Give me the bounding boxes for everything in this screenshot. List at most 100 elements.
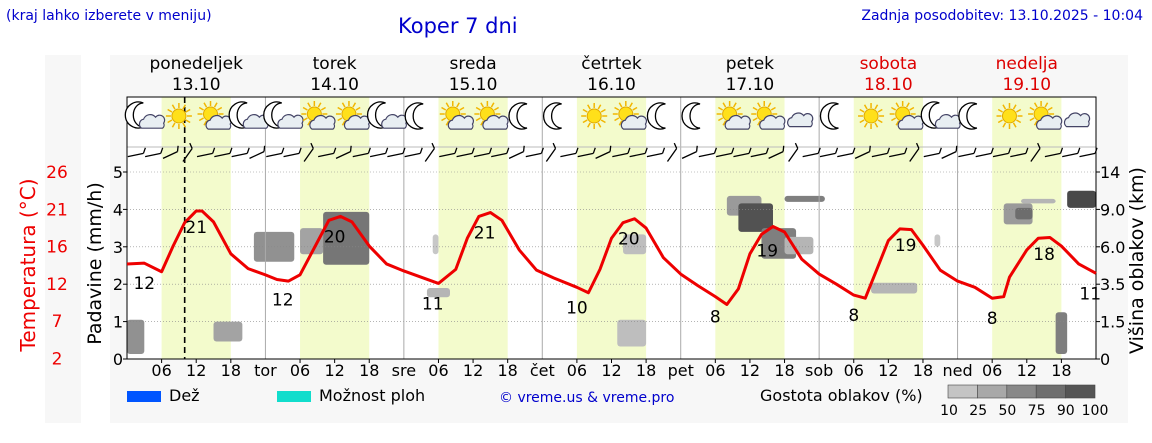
wind-barb-37 bbox=[750, 147, 769, 158]
wind-barb-30 bbox=[629, 147, 648, 158]
hour-tick-d2-06: 06 bbox=[290, 361, 310, 380]
weather-icon-16-moon bbox=[646, 102, 666, 130]
temperature-line bbox=[126, 209, 1097, 306]
temperature-tick-21: 21 bbox=[46, 200, 68, 220]
weather-icon-2-sun bbox=[165, 103, 192, 129]
wind-barb-15 bbox=[369, 147, 389, 158]
hour-tick-d6-06: 06 bbox=[844, 361, 864, 380]
wind-barb-24 bbox=[525, 147, 544, 158]
legend-rain-label: Dež bbox=[169, 386, 200, 405]
temperature-tick-26: 26 bbox=[46, 163, 68, 183]
day-date-3: 15.10 bbox=[449, 75, 498, 95]
left-axis-panel bbox=[45, 55, 81, 423]
cloud-height-axis-label: Višina oblakov (km) bbox=[1126, 167, 1148, 354]
day-date-7: 19.10 bbox=[1002, 75, 1051, 95]
cloud-height-tick-14: 14 bbox=[1100, 163, 1120, 182]
cloud-height-tick-9.0: 9.0 bbox=[1100, 200, 1125, 219]
weather-icon-23-sun-cloud bbox=[889, 101, 924, 130]
cloud-block-7 bbox=[426, 287, 450, 298]
temperature-label-7: 20 bbox=[618, 230, 640, 250]
wind-barb-14 bbox=[352, 147, 371, 158]
hour-tick-d1-12: 12 bbox=[186, 361, 206, 380]
cloud-block-9 bbox=[617, 319, 647, 347]
wind-barbs bbox=[127, 142, 1098, 162]
wind-barb-39 bbox=[788, 142, 799, 162]
cloud-height-tick-3.5: 3.5 bbox=[1100, 275, 1125, 294]
day-abbr-čet: čet bbox=[530, 361, 555, 380]
temperature-tick-16: 16 bbox=[46, 238, 68, 258]
wind-barb-25 bbox=[545, 142, 557, 162]
legend-storm-label: Možnost ploh bbox=[319, 386, 425, 405]
hour-tick-d3-06: 06 bbox=[428, 361, 448, 380]
wind-barb-4 bbox=[182, 142, 193, 162]
weather-icon-3-sun-cloud bbox=[197, 101, 232, 130]
wind-barb-52 bbox=[1010, 147, 1029, 158]
wind-barb-50 bbox=[975, 147, 994, 158]
legend-cloud-swatch-4 bbox=[1035, 384, 1066, 399]
weather-icon-7-sun-cloud bbox=[335, 101, 371, 130]
temperature-label-13: 18 bbox=[1033, 245, 1055, 265]
temperature-label-10: 8 bbox=[710, 308, 721, 328]
region-selection-note: (kraj lahko izberete v meniju) bbox=[6, 8, 212, 24]
last-update-timestamp: Zadnja posodobitev: 13.10.2025 - 10:04 bbox=[861, 8, 1143, 24]
legend-storm-swatch bbox=[277, 391, 311, 402]
wind-barb-22 bbox=[491, 147, 510, 158]
day-abbr-sob: sob bbox=[805, 361, 833, 380]
cloud-block-11 bbox=[738, 203, 773, 232]
cloud-block-1 bbox=[127, 319, 145, 355]
precip-axis-label: Padavine (mm/h) bbox=[84, 182, 106, 345]
cloud-block-2 bbox=[213, 321, 243, 342]
weather-icon-8-moon-cloud bbox=[366, 101, 408, 129]
weather-icon-19-sun-cloud bbox=[751, 101, 786, 130]
temperature-label-6: 11 bbox=[422, 294, 444, 314]
weather-icon-18-sun-cloud bbox=[716, 101, 751, 130]
weather-icon-15-sun-cloud bbox=[612, 101, 648, 130]
hour-tick-d2-12: 12 bbox=[324, 361, 344, 380]
temperature-tick-12: 12 bbox=[46, 275, 68, 295]
temperature-label-5: 21 bbox=[474, 223, 496, 243]
hour-tick-d4-06: 06 bbox=[567, 361, 587, 380]
temperature-label-1: 21 bbox=[185, 218, 207, 238]
hour-tick-d1-18: 18 bbox=[221, 361, 241, 380]
wind-barb-56 bbox=[1079, 147, 1098, 158]
hour-tick-d7-06: 06 bbox=[982, 361, 1002, 380]
weather-icon-25-moon bbox=[958, 102, 978, 130]
cloud-block-16 bbox=[934, 234, 941, 247]
day-name-7: nedelja bbox=[996, 54, 1058, 74]
day-abbr-ned: ned bbox=[943, 361, 973, 380]
wind-barb-27 bbox=[577, 147, 596, 158]
daylight-band-4 bbox=[576, 97, 647, 359]
cloud-block-8 bbox=[623, 234, 647, 255]
precip-tick-3: 3 bbox=[113, 238, 123, 257]
day-date-1: 13.10 bbox=[172, 75, 221, 95]
day-date-5: 17.10 bbox=[726, 75, 775, 95]
day-abbr-pet: pet bbox=[668, 361, 694, 380]
cloud-block-18 bbox=[1015, 207, 1033, 220]
cloud-height-tick-1.5: 1.5 bbox=[1100, 313, 1125, 332]
wind-barb-9 bbox=[266, 147, 285, 158]
legend-cloud-step-50: 50 bbox=[998, 403, 1016, 419]
cloud-block-21 bbox=[1055, 312, 1068, 355]
hour-tick-d6-12: 12 bbox=[878, 361, 898, 380]
wind-barb-29 bbox=[612, 147, 631, 158]
cloud-layer bbox=[127, 190, 1096, 355]
weather-icon-20-cloud bbox=[787, 112, 814, 128]
day-name-4: četrtek bbox=[581, 54, 642, 74]
weather-icon-6-sun-cloud bbox=[301, 101, 336, 130]
wind-barb-13 bbox=[335, 145, 352, 159]
precip-tick-2: 2 bbox=[113, 275, 123, 294]
day-date-2: 14.10 bbox=[310, 75, 359, 95]
wind-barb-53 bbox=[1030, 142, 1041, 162]
temperature-label-2: 12 bbox=[133, 274, 155, 294]
wind-barb-16 bbox=[387, 147, 406, 158]
wind-barb-44 bbox=[871, 147, 891, 158]
legend-cloud-swatch-1 bbox=[947, 384, 978, 399]
wind-barb-48 bbox=[941, 145, 958, 159]
hour-tick-d3-12: 12 bbox=[463, 361, 483, 380]
temperature-label-3: 20 bbox=[324, 227, 346, 247]
wind-barb-45 bbox=[889, 147, 908, 158]
weather-icon-14-sun bbox=[581, 103, 608, 129]
hour-tick-d6-18: 18 bbox=[913, 361, 933, 380]
temperature-tick-7: 7 bbox=[52, 312, 63, 332]
